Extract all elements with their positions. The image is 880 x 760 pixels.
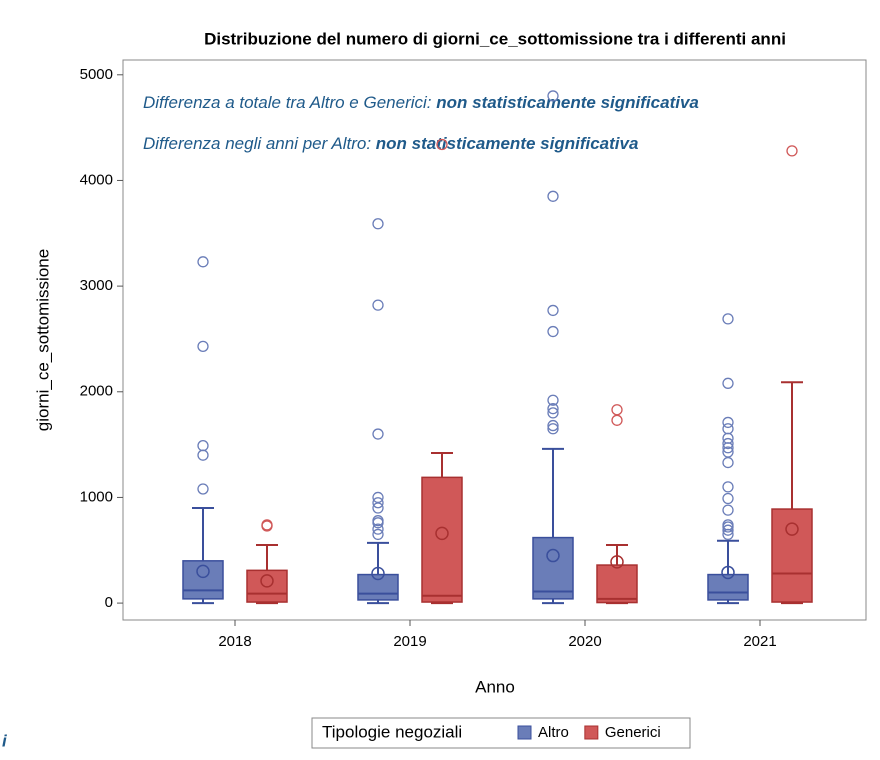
box (532, 536, 574, 600)
outlier (372, 491, 384, 504)
y-axis-label: giorni_ce_sottomissione (33, 249, 52, 431)
legend-swatch (584, 725, 599, 740)
y-tick-label: 2000 (80, 383, 113, 400)
y-tick-label: 1000 (80, 488, 113, 505)
outlier (372, 528, 384, 541)
annotation-text: Differenza negli anni per Altro: (143, 134, 376, 153)
outlier (722, 416, 734, 429)
outlier (722, 423, 734, 435)
box (357, 573, 399, 601)
outlier (547, 90, 559, 102)
mean (435, 526, 449, 541)
outlier (722, 446, 734, 458)
outlier (372, 218, 384, 230)
outlier (547, 190, 559, 202)
outlier (197, 440, 209, 452)
outlier (372, 515, 384, 527)
box (771, 508, 813, 603)
outlier (197, 340, 209, 352)
outlier (372, 428, 384, 440)
box (596, 564, 638, 604)
outlier (722, 481, 734, 493)
mean (610, 555, 624, 569)
outlier (197, 483, 209, 495)
outlier (547, 419, 559, 432)
mean (546, 548, 560, 563)
outlier (197, 256, 209, 268)
chart-title: Distribuzione del numero di giorni_ce_so… (204, 29, 786, 48)
x-tick-label: 2019 (393, 633, 426, 650)
annotation: Differenza a totale tra Altro e Generici… (143, 93, 699, 112)
outlier (547, 407, 559, 419)
mean (260, 574, 274, 588)
y-tick-label: 4000 (80, 171, 113, 188)
mean (785, 522, 799, 536)
outlier (547, 325, 559, 338)
outlier (722, 524, 734, 536)
outlier (547, 394, 559, 406)
outlier (547, 403, 559, 415)
outlier (786, 145, 798, 157)
legend (311, 717, 691, 749)
x-tick-label: 2021 (743, 633, 776, 650)
legend-title: Tipologie negoziali (322, 722, 462, 741)
mean (371, 566, 385, 581)
outlier (722, 377, 734, 389)
side-note: i (2, 731, 8, 750)
annotation: Differenza negli anni per Altro: non sta… (143, 134, 638, 153)
annotation-emphasis: non statisticamente significativa (376, 134, 639, 153)
annotation-text: Differenza a totale tra Altro e Generici… (143, 93, 436, 112)
outlier (722, 313, 734, 325)
box (182, 560, 224, 600)
outlier (722, 504, 734, 516)
x-axis-label: Anno (475, 677, 515, 696)
outlier (547, 304, 559, 317)
x-tick-label: 2020 (568, 633, 601, 650)
outlier (436, 138, 448, 151)
outlier (372, 299, 384, 311)
box (421, 476, 463, 603)
legend-swatch (517, 725, 532, 740)
y-tick-label: 5000 (80, 66, 113, 83)
legend-label: Generici (605, 724, 661, 741)
outlier (722, 492, 734, 505)
outlier (372, 497, 384, 509)
outlier (261, 519, 273, 531)
annotation-emphasis: non statisticamente significativa (436, 93, 699, 112)
outlier (722, 437, 734, 450)
outlier (722, 519, 734, 531)
outlier (372, 523, 384, 535)
x-tick-label: 2018 (218, 633, 251, 650)
outlier (611, 404, 623, 416)
plot-frame (122, 59, 867, 621)
mean (721, 565, 735, 580)
outlier (547, 423, 559, 435)
y-tick-label: 0 (105, 594, 113, 611)
mean (196, 564, 210, 579)
y-tick-label: 3000 (80, 277, 113, 294)
legend-label: Altro (538, 724, 569, 741)
